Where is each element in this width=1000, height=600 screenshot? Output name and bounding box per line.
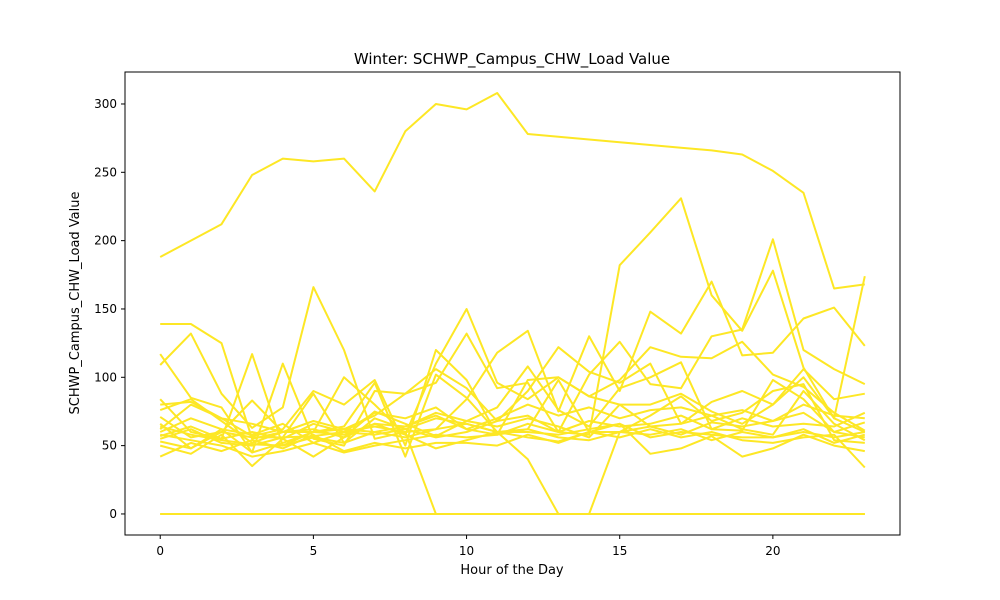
series-line-8 <box>159 361 866 439</box>
chart-title: Winter: SCHWP_Campus_CHW_Load Value <box>354 50 670 69</box>
y-tick-label: 0 <box>109 507 117 521</box>
x-axis-ticks: 0 5 10 15 20 <box>156 535 781 558</box>
y-tick-label: 150 <box>94 302 117 316</box>
x-tick-label: 15 <box>612 544 627 558</box>
x-tick-label: 5 <box>310 544 318 558</box>
series-line-16 <box>159 428 866 469</box>
plot-frame <box>124 71 901 536</box>
series-line-3 <box>159 197 866 454</box>
y-tick-label: 50 <box>102 439 117 453</box>
y-tick-label: 250 <box>94 165 117 179</box>
series-line-1 <box>159 92 865 290</box>
y-tick-label: 300 <box>94 97 117 111</box>
x-tick-label: 20 <box>765 544 780 558</box>
series-line-15 <box>160 428 866 458</box>
series-line-18 <box>159 403 866 436</box>
series-lines <box>159 92 866 515</box>
y-axis-label: SCHWP_Campus_CHW_Load Value <box>68 192 83 415</box>
y-tick-label: 100 <box>94 370 117 384</box>
series-line-12 <box>159 390 866 515</box>
x-tick-label: 10 <box>459 544 474 558</box>
series-line-5 <box>159 308 866 447</box>
y-axis-ticks: 0 50 100 150 200 250 300 <box>94 97 125 521</box>
y-tick-label: 200 <box>94 234 117 248</box>
x-tick-label: 0 <box>156 544 164 558</box>
series-line-14 <box>159 422 865 468</box>
series-line-13 <box>159 346 865 450</box>
series-line-7 <box>159 373 865 458</box>
x-axis-label: Hour of the Day <box>460 563 564 578</box>
series-line-4 <box>159 280 866 440</box>
series-line-17 <box>159 403 865 450</box>
